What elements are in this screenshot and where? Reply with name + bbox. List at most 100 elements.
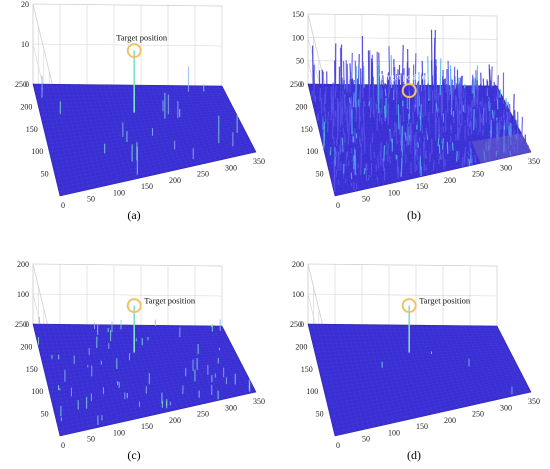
- noise-spike: [380, 117, 383, 125]
- y-tick-label: 200: [295, 102, 307, 111]
- noise-spike: [438, 153, 441, 160]
- mesh-line: [37, 97, 229, 105]
- mesh-line: [312, 337, 504, 345]
- noise-spike: [323, 93, 326, 111]
- mesh-line: [40, 344, 232, 357]
- noise-spike: [442, 149, 445, 170]
- noise-spike: [343, 152, 346, 181]
- noise-spike: [333, 163, 336, 171]
- noise-spike: [400, 73, 403, 89]
- x-tick-label: 150: [141, 422, 153, 431]
- mesh-line: [58, 147, 254, 189]
- y-tick-label: 150: [301, 125, 313, 134]
- noise-spike: [328, 115, 330, 122]
- noise-spike: [493, 110, 496, 122]
- noise-spike: [490, 80, 493, 100]
- noise-spike: [371, 132, 374, 143]
- noise-spike: [463, 88, 466, 104]
- noise-spike: [430, 29, 433, 91]
- noise-spike: [444, 109, 447, 132]
- noise-spike: [424, 150, 427, 158]
- noise-spike: [397, 104, 400, 130]
- noise-spike: [416, 128, 419, 143]
- noise-spike: [360, 143, 363, 175]
- mesh-line: [316, 347, 508, 361]
- mesh-line: [57, 384, 253, 425]
- x-tick-label: 300: [225, 403, 237, 412]
- noise-spike: [363, 113, 365, 135]
- noise-spike: [389, 142, 392, 148]
- noise-spike: [341, 144, 344, 152]
- panel-b: 0 50 100 150 50 100 150 200 250 0 50 100 150 200 250 30…: [275, 0, 550, 210]
- x-tick-label: 350: [528, 157, 540, 166]
- y-tick-label: 50: [41, 410, 49, 419]
- mesh-line: [322, 361, 516, 385]
- z-tick-label: 100: [292, 290, 304, 299]
- noise-spike: [339, 126, 342, 131]
- noise-spike: [468, 123, 471, 129]
- noise-spike: [346, 63, 349, 93]
- mesh-line: [46, 358, 240, 381]
- mesh-line: [45, 356, 238, 377]
- noise-spike: [421, 124, 424, 134]
- noise-spike: [435, 73, 438, 100]
- noise-spike: [379, 151, 382, 158]
- noise-spike: [354, 149, 357, 175]
- noise-spike: [505, 104, 508, 110]
- y-tick-label: 150: [26, 365, 38, 374]
- mesh-line: [43, 111, 236, 129]
- mesh-line: [58, 387, 254, 429]
- noise-spike: [359, 121, 362, 137]
- mesh-line: [49, 365, 243, 393]
- noise-spike: [393, 67, 396, 98]
- noise-spike: [341, 150, 344, 158]
- mesh-line: [320, 356, 513, 377]
- mesh-line: [314, 342, 506, 353]
- noise-spike: [348, 148, 351, 157]
- target-label: Target position: [144, 296, 196, 306]
- noise-spike: [467, 151, 470, 156]
- noise-spike: [361, 145, 364, 155]
- noise-spike: [387, 143, 389, 162]
- noise-spike: [451, 152, 454, 169]
- z-tick-label: 0: [300, 320, 304, 329]
- noise-spike: [406, 62, 409, 96]
- target-annotation: Target position: [116, 33, 168, 59]
- noise-spike: [335, 95, 338, 103]
- noise-spike: [480, 117, 483, 122]
- noise-spike: [494, 109, 497, 116]
- noise-spike: [440, 89, 443, 111]
- mesh-line: [321, 358, 515, 381]
- noise-spike: [376, 176, 379, 181]
- noise-spike: [358, 90, 361, 130]
- noise-spike: [482, 78, 485, 95]
- noise-spike: [355, 101, 358, 121]
- noise-spike: [442, 79, 445, 105]
- noise-spike: [472, 102, 475, 111]
- noise-spike: [393, 122, 396, 133]
- noise-spike: [464, 140, 467, 149]
- x-tick-label: 200: [444, 416, 456, 425]
- mesh-line: [48, 123, 242, 149]
- noise-spike: [489, 105, 492, 125]
- caption-d: (d): [407, 448, 421, 462]
- mesh-line: [55, 140, 250, 177]
- noise-spike: [331, 118, 334, 139]
- noise-spike: [328, 143, 331, 151]
- noise-spike: [395, 123, 398, 145]
- y-tick-label: 200: [295, 342, 307, 351]
- noise-spike: [372, 146, 374, 152]
- noise-spike: [452, 85, 455, 100]
- x-tick-label: 150: [416, 182, 428, 191]
- noise-spike: [350, 104, 353, 110]
- mesh-line: [44, 354, 237, 373]
- noise-spike: [462, 105, 465, 112]
- noise-spike: [378, 88, 381, 100]
- noise-spike: [473, 130, 476, 138]
- noise-spike: [352, 92, 355, 108]
- noise-spike: [414, 143, 416, 160]
- mesh-line: [41, 107, 233, 121]
- mesh-line: [50, 128, 244, 157]
- noise-spike: [451, 130, 454, 138]
